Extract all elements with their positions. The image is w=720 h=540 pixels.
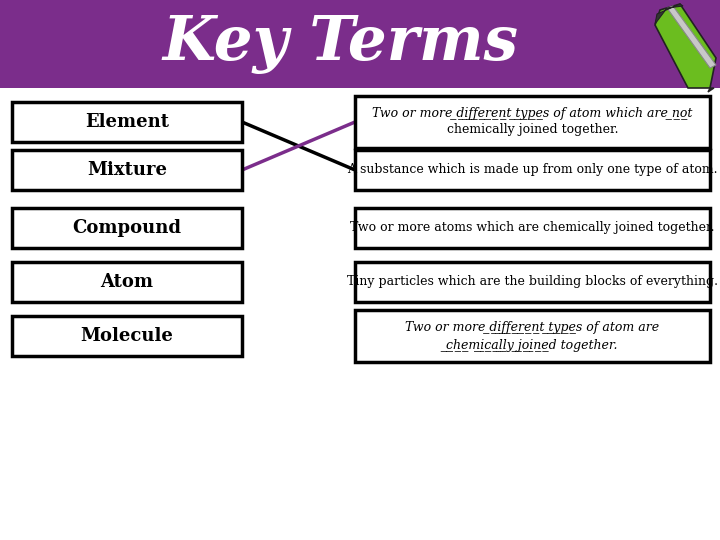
Polygon shape bbox=[708, 88, 714, 92]
FancyBboxPatch shape bbox=[355, 208, 710, 248]
Polygon shape bbox=[655, 4, 683, 24]
FancyBboxPatch shape bbox=[355, 262, 710, 302]
Text: Molecule: Molecule bbox=[81, 327, 174, 345]
FancyBboxPatch shape bbox=[355, 96, 710, 148]
FancyBboxPatch shape bbox=[12, 102, 242, 142]
Text: Atom: Atom bbox=[101, 273, 153, 291]
Text: Two or more atoms which are chemically joined together.: Two or more atoms which are chemically j… bbox=[350, 221, 715, 234]
Text: Element: Element bbox=[85, 113, 169, 131]
Text: chemically joined together.: chemically joined together. bbox=[446, 124, 618, 137]
Text: Compound: Compound bbox=[73, 219, 181, 237]
FancyBboxPatch shape bbox=[12, 150, 242, 190]
Polygon shape bbox=[655, 4, 716, 88]
FancyBboxPatch shape bbox=[355, 310, 710, 362]
FancyBboxPatch shape bbox=[12, 316, 242, 356]
Text: A substance which is made up from only one type of atom.: A substance which is made up from only o… bbox=[347, 164, 718, 177]
Text: Tiny particles which are the building blocks of everything.: Tiny particles which are the building bl… bbox=[347, 275, 718, 288]
Text: Two or more ̲d̲i̲f̲f̲e̲r̲e̲n̲t ̲t̲y̲p̲e̲s of atom are: Two or more ̲d̲i̲f̲f̲e̲r̲e̲n̲t ̲t̲y̲p̲e̲… bbox=[405, 321, 660, 334]
Text: Mixture: Mixture bbox=[87, 161, 167, 179]
Text: Two or more ̲d̲i̲f̲f̲e̲r̲e̲n̲t ̲t̲y̲p̲e̲s of atom which are ̲n̲o̲t: Two or more ̲d̲i̲f̲f̲e̲r̲e̲n̲t ̲t̲y̲p̲e̲… bbox=[372, 106, 693, 119]
FancyBboxPatch shape bbox=[12, 208, 242, 248]
Text: Key Terms: Key Terms bbox=[162, 14, 518, 74]
Text: ̲c̲h̲e̲m̲i̲c̲a̲l̲l̲y ̲j̲o̲i̲n̲e̲d together.: ̲c̲h̲e̲m̲i̲c̲a̲l̲l̲y ̲j̲o̲i̲n̲e̲d togeth… bbox=[446, 339, 618, 352]
Polygon shape bbox=[667, 6, 716, 68]
FancyBboxPatch shape bbox=[12, 262, 242, 302]
FancyBboxPatch shape bbox=[0, 0, 720, 88]
FancyBboxPatch shape bbox=[355, 150, 710, 190]
